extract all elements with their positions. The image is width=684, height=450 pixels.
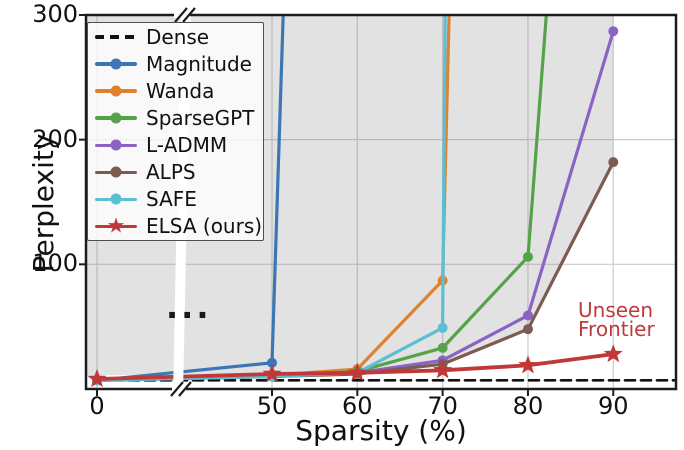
- x-tick-label: 0: [89, 392, 105, 420]
- axis-break-ellipsis: ...: [166, 288, 212, 326]
- legend-label: ALPS: [146, 160, 196, 185]
- legend-label: L-ADMM: [146, 133, 228, 158]
- legend-item-safe: SAFE: [88, 186, 263, 213]
- dashed-line-swatch: [95, 26, 137, 48]
- y-tick-label: 200: [32, 124, 78, 153]
- legend-item-elsa: ★ ELSA (ours): [88, 213, 263, 240]
- line-dot-swatch: [95, 161, 137, 183]
- line-star-swatch: ★: [95, 215, 137, 237]
- y-axis-label: Perplexity: [27, 133, 60, 273]
- y-tick-label: 300: [32, 0, 78, 28]
- legend-label: Magnitude: [146, 51, 252, 76]
- legend-label: SparseGPT: [146, 105, 255, 130]
- legend-item-alps: ALPS: [88, 159, 263, 186]
- x-axis-label: Sparsity (%): [295, 414, 467, 447]
- legend-label: SAFE: [146, 187, 197, 212]
- legend: Dense Magnitude Wanda SparseGPT L-ADMM A…: [87, 22, 264, 241]
- x-tick-label: 60: [342, 392, 373, 420]
- legend-item-wanda: Wanda: [88, 77, 263, 104]
- legend-item-dense: Dense: [88, 23, 263, 50]
- x-tick-label: 70: [427, 392, 458, 420]
- line-dot-swatch: [95, 80, 137, 102]
- legend-label: Wanda: [146, 78, 215, 103]
- legend-label: Dense: [146, 24, 210, 49]
- y-tick-label: 100: [32, 249, 78, 278]
- x-tick-label: 50: [256, 392, 288, 420]
- line-dot-swatch: [95, 107, 137, 129]
- x-tick-label: 80: [512, 392, 544, 420]
- x-tick-label: 90: [597, 392, 629, 420]
- legend-item-l-admm: L-ADMM: [88, 132, 263, 159]
- legend-label: ELSA (ours): [146, 214, 263, 239]
- legend-item-sparsegpt: SparseGPT: [88, 104, 263, 131]
- legend-item-magnitude: Magnitude: [88, 50, 263, 77]
- line-dot-swatch: [95, 188, 137, 210]
- unseen-frontier-line1: Unseen: [578, 298, 654, 322]
- unseen-frontier-line2: Frontier: [578, 316, 655, 341]
- line-dot-swatch: [95, 53, 137, 75]
- unseen-frontier-annotation: Unseen Frontier: [578, 298, 655, 341]
- line-dot-swatch: [95, 134, 137, 156]
